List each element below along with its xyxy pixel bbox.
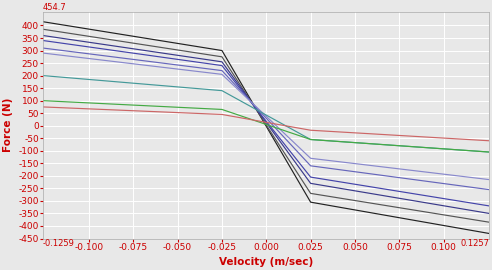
Text: 0.1257: 0.1257: [460, 238, 489, 248]
Text: -0.1259: -0.1259: [43, 238, 75, 248]
X-axis label: Velocity (m/sec): Velocity (m/sec): [219, 257, 313, 267]
Y-axis label: Force (N): Force (N): [3, 98, 13, 152]
Text: 454.7: 454.7: [43, 3, 67, 12]
